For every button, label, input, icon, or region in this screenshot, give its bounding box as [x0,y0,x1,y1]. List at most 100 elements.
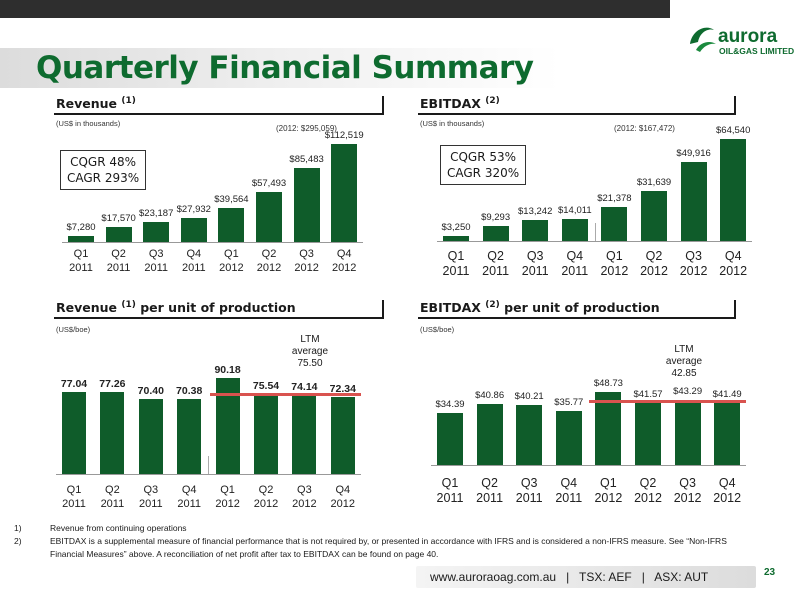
ebitdax-unit-ltm-label: LTM [674,344,694,355]
ebitdax-2012-total: (2012: $167,472) [614,124,675,133]
x-axis-label: Q1 2012 [600,249,629,278]
x-axis-label: Q1 2012 [594,476,623,505]
revenue-growth-box: CQGR 48% CAGR 293% [60,150,147,190]
bar-value-label: $57,493 [251,178,287,189]
rev-unit-title-b: per unit of production [140,300,296,316]
footer-separator-2: | [641,570,645,584]
bar-value-label: 90.18 [214,363,241,376]
ltm-average-line [209,392,361,396]
year-divider [594,223,596,241]
logo-swoosh-icon [690,27,714,44]
rev-unit-title: Revenue (1) per unit of production [56,300,296,315]
bar-value-label: $23,187 [139,207,174,219]
top-bar [0,0,800,18]
chart-bar [680,162,707,241]
footnote-2-text: EBITDAX is a supplemental measure of fin… [50,536,727,559]
x-axis-label: Q3 2012 [673,476,702,505]
rev-unit-units: (US$/boe) [56,325,91,334]
chart-bar [331,144,358,242]
ebitdax-unit-rule [418,317,736,319]
bar-value-label: 77.04 [60,377,88,390]
rev-unit-title-sup: (1) [121,300,136,310]
x-axis-line [56,474,361,475]
bar-value-label: 70.38 [176,385,203,398]
bar-value-label: $34.39 [435,399,465,411]
x-axis-line [437,241,753,242]
ebitdax-cagr: CAGR 320% [447,166,520,180]
chart-bar [143,221,170,242]
x-axis-label: Q2 2012 [256,248,282,274]
ebitdax-unit-title-sup: (2) [485,300,500,310]
page-title: Quarterly Financial Summary [36,50,534,86]
x-axis-label: Q4 2011 [181,248,206,274]
x-axis-label: Q2 2011 [482,249,510,278]
bar-value-label: $64,540 [716,125,751,137]
year-divider [208,456,210,474]
footer-text: www.auroraoag.com.au | TSX: AEF | ASX: A… [430,570,708,584]
x-axis-label: Q4 2012 [330,484,356,510]
bar-value-label: $112,519 [324,130,364,142]
footer-separator-1: | [566,570,570,584]
bar-value-label: $13,242 [518,206,553,218]
x-axis-label: Q3 2012 [292,484,317,510]
footnotes: 1) Revenue from continuing operations 2)… [14,522,754,561]
rev-unit-rule [54,317,384,319]
bar-value-label: $9,293 [481,212,511,224]
x-axis-label: Q4 2012 [719,249,748,278]
chart-bar [254,393,278,474]
rev-unit-ltm-label: LTM [300,334,320,345]
footnote-1-text: Revenue from continuing operations [50,523,187,533]
bar-value-label: $39,564 [214,193,249,205]
top-bar-logo-area [670,0,800,18]
bar-value-label: 72.34 [329,382,356,395]
chart-bar [561,218,588,241]
chart-bar [476,403,503,465]
x-axis-label: Q2 2011 [476,476,504,505]
x-axis-label: Q3 2012 [294,248,319,274]
bar-value-label: $3,250 [441,221,471,233]
bar-value-label: $41.49 [712,388,742,400]
chart-bar [180,217,207,242]
page-number: 23 [764,567,776,578]
chart-bar [720,139,747,241]
ebitdax-unit-title: EBITDAX (2) per unit of production [420,300,660,315]
ebitdax-unit-ltm-value: 42.85 [671,368,697,379]
company-logo: aurora OIL&GAS LIMITED [690,26,794,56]
footer-website-link[interactable]: www.auroraoag.com.au [430,570,557,584]
chart-bar [443,235,469,241]
x-axis-label: Q3 2011 [144,248,169,274]
ebitdax-rule [418,113,736,115]
ebitdax-unit-rule-end [734,300,736,319]
bar-value-label: $43.29 [673,386,703,398]
ebitdax-title-sup: (2) [485,96,500,106]
revenue-cqgr: CQGR 48% [70,155,137,169]
x-axis-label: Q4 2011 [177,484,202,510]
chart-bar [482,226,509,241]
bar-value-label: $40.21 [514,390,544,402]
x-axis-label: Q2 2012 [634,476,662,505]
x-axis-line [431,465,747,466]
bar-value-label: $35.77 [554,397,584,409]
x-axis-line [62,242,364,243]
ebitdax-title-text: EBITDAX [420,96,481,112]
footer-bar [416,566,756,588]
bar-value-label: $17,570 [101,212,136,224]
x-axis-label: Q3 2011 [138,484,163,510]
chart-bar [522,220,549,241]
chart-bar [516,404,543,465]
x-axis-label: Q2 2012 [640,249,668,278]
ebitdax-rule-end [734,96,736,115]
ebitdax-unit-title-a: EBITDAX [420,300,481,316]
x-axis-label: Q3 2011 [521,249,549,278]
chart-bar [100,391,125,474]
chart-bar [635,402,661,465]
x-axis-label: Q3 2012 [679,249,708,278]
bar-value-label: $48.73 [593,377,623,389]
ebitdax-unit-units: (US$/boe) [420,325,455,334]
x-axis-label: Q4 2012 [713,476,742,505]
revenue-units: (US$ in thousands) [56,119,121,128]
ebitdax-cqgr: CQGR 53% [450,150,517,164]
rev-unit-ltm-value: 75.50 [297,358,323,369]
chart-bar [595,391,622,465]
chart-bar [293,167,320,242]
